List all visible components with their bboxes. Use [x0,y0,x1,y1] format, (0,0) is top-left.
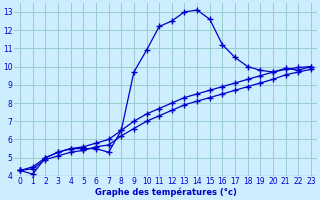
X-axis label: Graphe des températures (°c): Graphe des températures (°c) [95,188,236,197]
